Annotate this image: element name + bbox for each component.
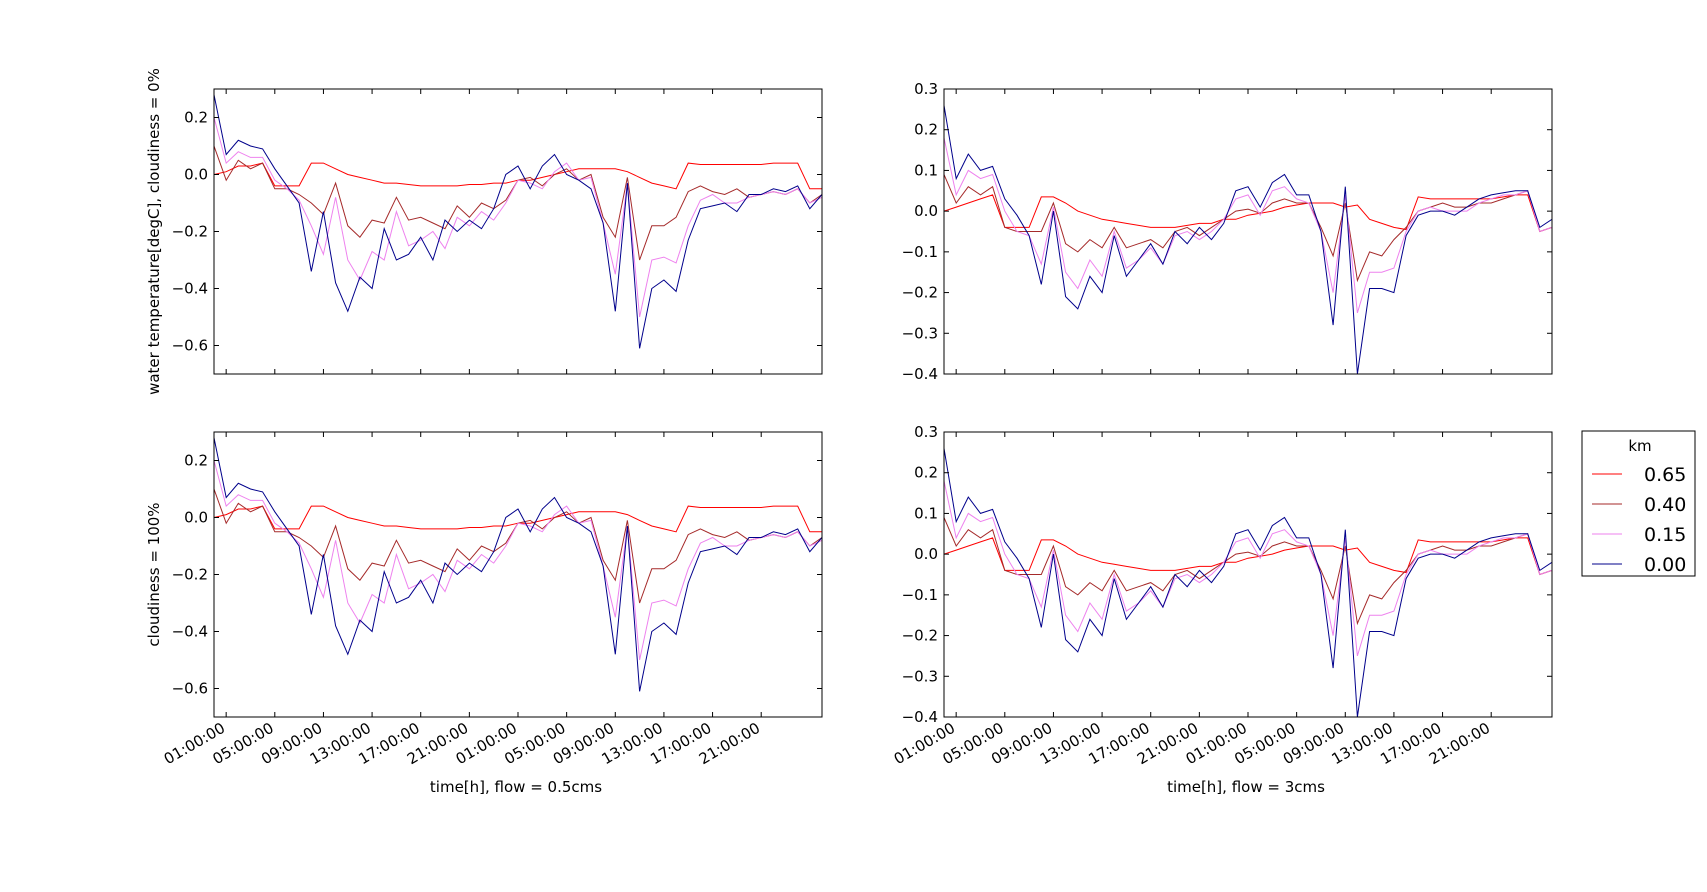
series-0-00-line <box>214 94 822 349</box>
y-tick-label: −0.2 <box>902 627 938 645</box>
y-tick-label: −0.2 <box>172 223 208 241</box>
series-0-15-line <box>214 117 822 318</box>
series-0-40-line <box>944 174 1552 283</box>
legend: km 0.65 0.40 0.15 0.00 <box>1581 430 1696 577</box>
y-tick-label: 0.1 <box>914 504 938 522</box>
legend-title: km <box>1628 437 1651 455</box>
series-0-00-line <box>214 437 822 692</box>
y-axis-label: water temperature[degC], cloudiness = 0% <box>145 68 163 395</box>
y-tick-label: −0.3 <box>902 324 938 342</box>
y-tick-label: 0.3 <box>914 80 938 98</box>
y-tick-label: −0.6 <box>172 337 208 355</box>
y-tick-label: −0.6 <box>172 680 208 698</box>
series-0-65-legend-label: 0.65 <box>1644 464 1686 486</box>
panel-bottom-right: −0.4−0.3−0.2−0.10.00.10.20.301:00:0005:0… <box>891 423 1553 796</box>
series-0-00-legend-label: 0.00 <box>1644 554 1686 576</box>
y-tick-label: −0.4 <box>172 623 208 641</box>
axes-frame <box>213 88 823 375</box>
series-0-15-line <box>944 137 1552 314</box>
y-axis-label: cloudiness = 100% <box>145 502 163 646</box>
x-axis-label: time[h], flow = 3cms <box>1167 778 1325 796</box>
y-tick-label: −0.4 <box>172 280 208 298</box>
y-tick-label: −0.4 <box>902 365 938 383</box>
y-tick-label: −0.2 <box>902 284 938 302</box>
y-tick-label: −0.1 <box>902 586 938 604</box>
series-0-65-line <box>944 194 1552 233</box>
y-tick-label: −0.2 <box>172 566 208 584</box>
series-0-00-line <box>944 105 1552 374</box>
series-0-15-legend-label: 0.15 <box>1644 524 1686 546</box>
y-tick-label: 0.0 <box>914 202 938 220</box>
x-axis-label: time[h], flow = 0.5cms <box>430 778 602 796</box>
y-tick-label: −0.1 <box>902 243 938 261</box>
y-tick-label: 0.3 <box>914 423 938 441</box>
y-tick-label: 0.2 <box>184 452 208 470</box>
series-0-00-line <box>944 448 1552 717</box>
series-0-65-line <box>944 537 1552 576</box>
y-tick-label: 0.1 <box>914 161 938 179</box>
y-tick-label: 0.2 <box>184 109 208 127</box>
axes-frame <box>213 431 823 718</box>
series-0-40-line <box>944 517 1552 626</box>
y-tick-label: 0.0 <box>914 545 938 563</box>
series-0-40-legend-label: 0.40 <box>1644 494 1686 516</box>
series-0-15-line <box>944 480 1552 657</box>
y-tick-label: −0.3 <box>902 667 938 685</box>
y-tick-label: −0.4 <box>902 708 938 726</box>
series-0-15-line <box>214 460 822 661</box>
y-tick-label: 0.0 <box>184 166 208 184</box>
panel-bottom-left: −0.6−0.4−0.20.00.201:00:0005:00:0009:00:… <box>145 431 823 796</box>
panel-top-left: −0.6 −0.4 −0.2 0.0 0.2 water temperature[degC… <box>145 68 823 395</box>
y-tick-label: 0.2 <box>914 464 938 482</box>
panel-top-right: −0.4 −0.3 −0.2 −0.1 0.0 0.1 0.2 0.3 <box>902 80 1553 383</box>
y-tick-label: 0.0 <box>184 509 208 527</box>
y-tick-label: 0.2 <box>914 121 938 139</box>
